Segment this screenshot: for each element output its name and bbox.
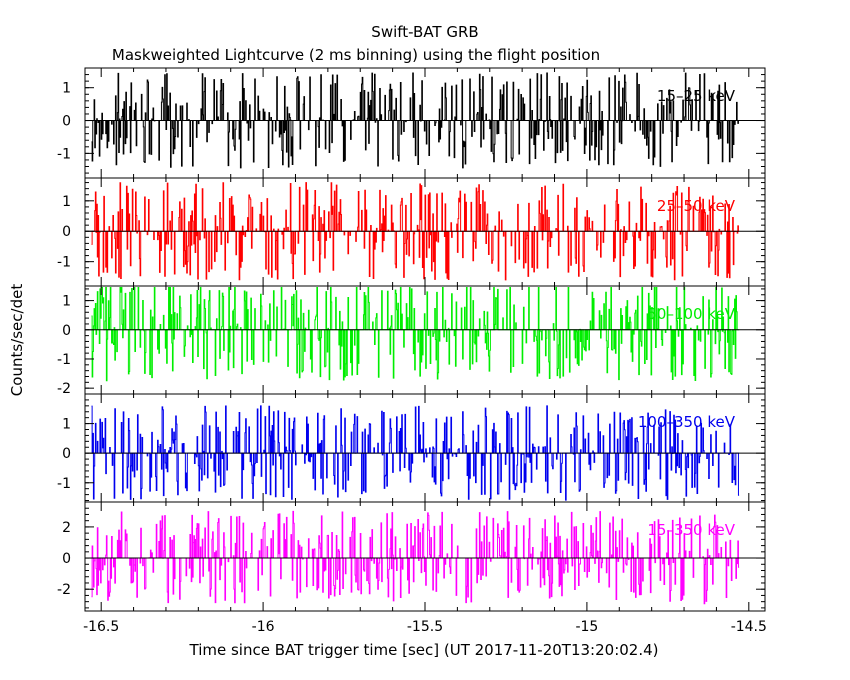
y-tick-label: 1: [62, 81, 71, 97]
panel-5: 2 0 -2 15–350 keV: [57, 501, 766, 612]
x-tick-label: -15.5: [407, 619, 443, 635]
y-tick-label: -1: [57, 146, 71, 162]
panel-4: 1 0 -1 100–350 keV: [57, 393, 766, 503]
series-line-3: [91, 286, 740, 382]
y-tick-label: 0: [62, 224, 71, 240]
y-tick-label: 0: [62, 446, 71, 462]
band-label-3: 50–100 keV: [647, 305, 735, 323]
band-label-5: 15–350 keV: [647, 521, 735, 539]
chart-subtitle: Maskweighted Lightcurve (2 ms binning) u…: [112, 46, 600, 64]
y-tick-label: 0: [62, 551, 71, 567]
series-line-5: [91, 510, 740, 605]
y-tick-label: -2: [57, 381, 71, 397]
band-label-4: 100–350 keV: [638, 413, 736, 431]
y-tick-label: 2: [62, 520, 71, 536]
x-tick-label: -14.5: [731, 619, 767, 635]
panel-3: 1 0 -1 -2 50–100 keV: [57, 285, 766, 397]
x-tick-label: -16.5: [83, 619, 119, 635]
band-label-2: 25–50 keV: [657, 197, 736, 215]
x-axis-label: Time since BAT trigger time [sec] (UT 20…: [189, 641, 659, 659]
chart-title: Swift-BAT GRB: [371, 23, 478, 41]
y-tick-label: 1: [62, 294, 71, 310]
panel-1: 1 0 -1 15–25 keV: [57, 67, 766, 179]
panel-frame: [84, 501, 766, 612]
y-tick-label: 0: [62, 114, 71, 130]
panel-group: 1 0 -1 15–25 keV 1 0 -1 25–50 keV 1 0 -1 -2 50–100 k…: [57, 67, 766, 612]
y-tick-label: -1: [57, 255, 71, 271]
x-tick-label: -16: [252, 619, 275, 635]
band-label-1: 15–25 keV: [657, 87, 736, 105]
y-tick-label: 0: [62, 323, 71, 339]
y-axis-label: Counts/sec/det: [8, 284, 26, 397]
x-tick-label: -15: [575, 619, 598, 635]
y-tick-label: 1: [62, 417, 71, 433]
y-tick-label: 1: [62, 194, 71, 210]
panel-2: 1 0 -1 25–50 keV: [57, 177, 766, 287]
y-tick-label: -1: [57, 476, 71, 492]
y-tick-label: -1: [57, 352, 71, 368]
x-tick-labels: -16.5 -16 -15.5 -15 -14.5: [83, 619, 767, 635]
y-tick-label: -2: [57, 582, 71, 598]
